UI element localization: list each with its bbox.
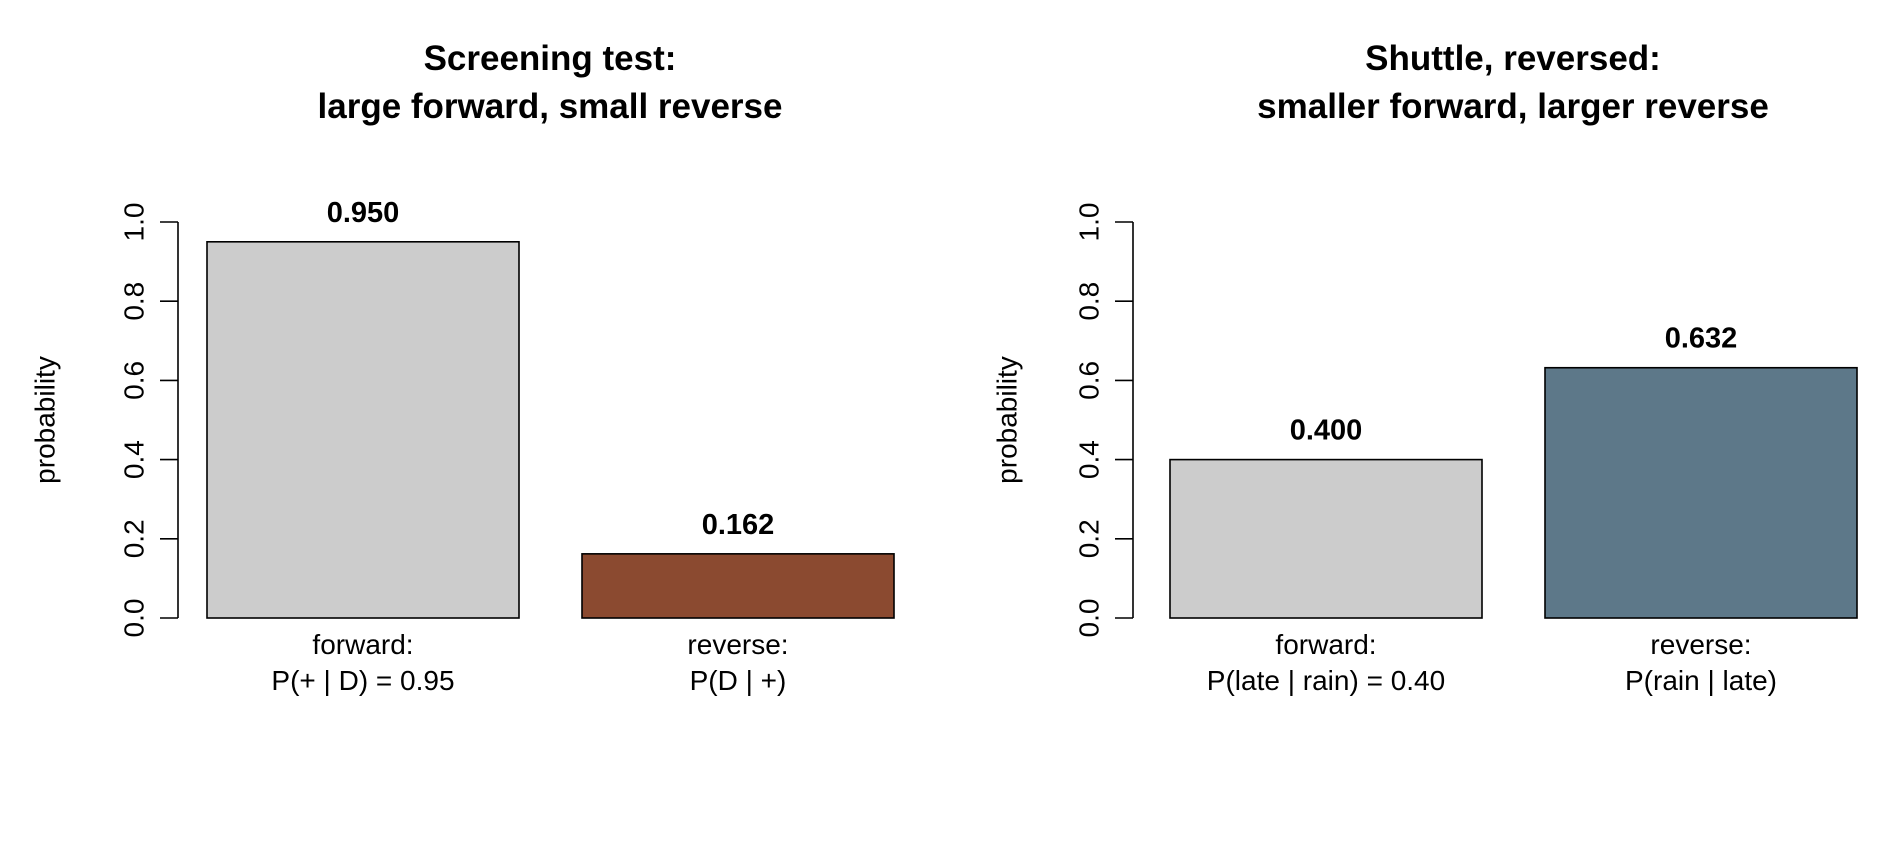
panel-1: Screening test: large forward, small reve…: [30, 39, 895, 696]
data-label: 0.400: [1290, 415, 1363, 447]
x-category-label: P(late | rain) = 0.40: [1207, 665, 1445, 696]
y-tick-label: 0.6: [1074, 361, 1105, 400]
x-category-label: P(rain | late): [1625, 665, 1777, 696]
y-tick-label: 0.8: [119, 282, 150, 321]
x-category-label: forward:: [1275, 629, 1376, 660]
data-label: 0.162: [702, 509, 775, 541]
chart-title-line-2: large forward, small reverse: [318, 87, 783, 126]
y-tick-label: 0.0: [119, 599, 150, 638]
y-tick-label: 0.2: [119, 519, 150, 558]
y-axis-label: probability: [992, 356, 1023, 484]
y-tick-label: 0.4: [1074, 440, 1105, 479]
x-category-label: forward:: [312, 629, 413, 660]
panel-2: Shuttle, reversed: smaller forward, large…: [992, 39, 1858, 696]
data-label: 0.950: [327, 197, 400, 229]
y-tick-label: 1.0: [1074, 203, 1105, 242]
y-axis-label: probability: [30, 356, 61, 484]
x-category-label: reverse:: [1650, 629, 1751, 660]
y-tick-label: 0.6: [119, 361, 150, 400]
x-category-label: reverse:: [687, 629, 788, 660]
y-tick-label: 1.0: [119, 203, 150, 242]
chart-title-line-2: smaller forward, larger reverse: [1257, 87, 1769, 126]
data-label: 0.632: [1665, 323, 1738, 355]
y-tick-label: 0.2: [1074, 519, 1105, 558]
x-category-label: P(+ | D) = 0.95: [271, 665, 454, 696]
bar-forward: [206, 241, 520, 619]
bar-reverse: [1544, 366, 1858, 619]
x-category-label: P(D | +): [690, 665, 787, 696]
bar-forward: [1169, 458, 1483, 619]
chart-title-line-1: Shuttle, reversed:: [1365, 39, 1661, 78]
y-tick-label: 0.0: [1074, 599, 1105, 638]
y-tick-label: 0.8: [1074, 282, 1105, 321]
bar-reverse: [581, 553, 895, 619]
chart-title-line-1: Screening test:: [424, 39, 677, 78]
y-tick-label: 0.4: [119, 440, 150, 479]
